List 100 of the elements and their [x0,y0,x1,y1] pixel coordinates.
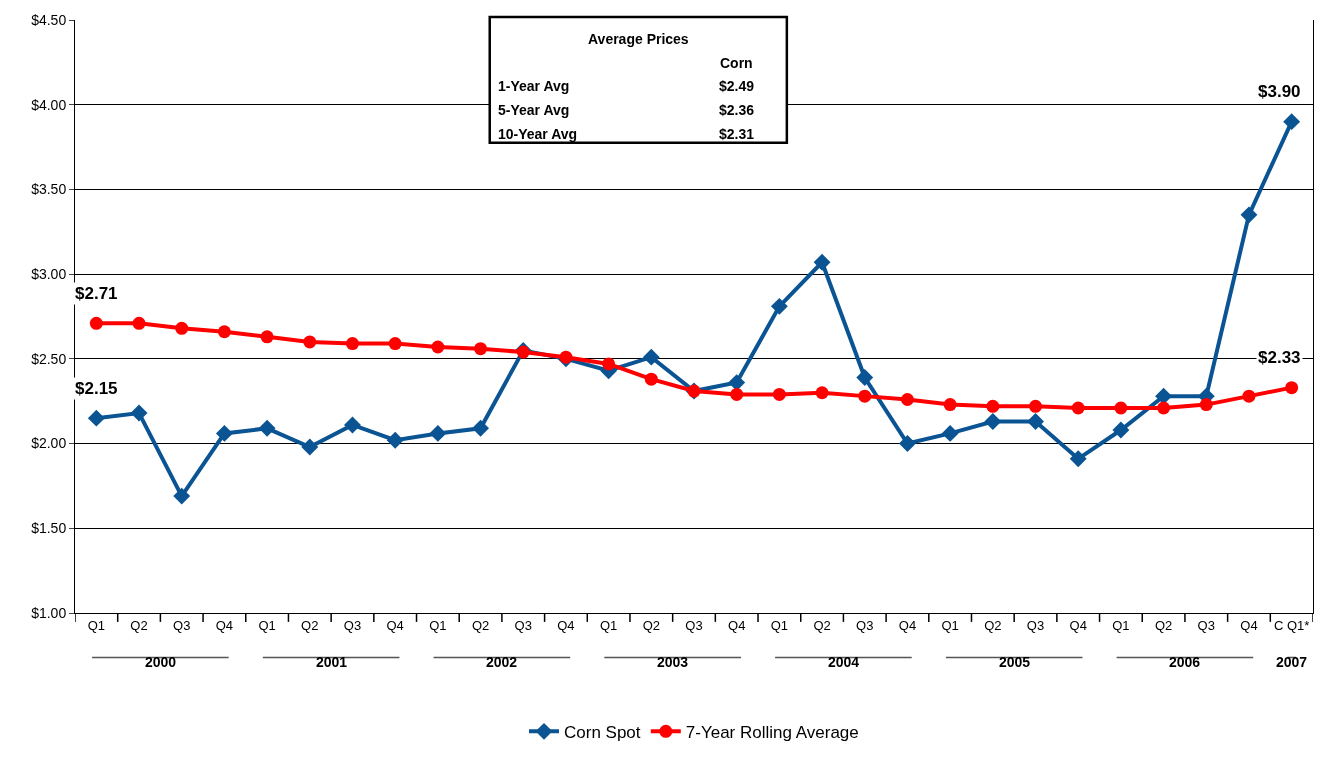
x-tick-label: Q3 [1026,617,1045,633]
point [1240,206,1258,224]
point [344,416,361,434]
point [132,316,146,330]
point [173,487,191,505]
point [899,435,916,453]
point [215,424,233,442]
x-tick-label: Q2 [813,617,831,633]
point [943,398,957,412]
point [217,325,231,339]
annotation: 10-Year Avg [498,126,578,142]
point [386,431,404,449]
x-tick-label: Q3 [685,617,703,633]
x-tick-label: Q3 [514,617,532,633]
x-tick-label: Q1 [87,617,106,633]
point [730,387,744,401]
point [1199,398,1213,412]
text: 2006 [1169,654,1201,670]
point [89,316,103,330]
point [644,372,658,386]
point [900,393,914,407]
legend-label: Corn Spot [564,722,641,742]
x-tick-label: Q4 [1069,617,1087,633]
annotation: Average Prices [588,31,689,47]
x-tick-label: Q2 [984,617,1002,633]
point [1285,381,1299,395]
x-tick-label: Q2 [642,617,660,633]
point [431,340,445,354]
x-tick-label: C Q1* [1273,617,1310,633]
y-tick-label: $1.00 [31,604,67,621]
x-tick-label: Q1 [770,617,789,633]
x-tick-label: Q4 [898,617,917,633]
annotation: $2.31 [719,126,755,142]
data-label: $3.90 [1258,82,1301,101]
point [770,297,788,315]
annotation: $2.49 [719,78,755,94]
point [941,424,959,442]
point [984,413,1002,430]
point [602,357,616,371]
y-tick-label: $1.50 [31,520,67,537]
point [813,253,831,271]
x-tick-label: Q1 [429,617,447,633]
point [301,438,319,456]
text: 2000 [145,654,177,670]
x-tick-label: Q3 [173,617,191,633]
x-tick-label: Q4 [386,617,404,633]
point [815,386,829,400]
point [429,424,447,442]
legend-label: 7-Year Rolling Average [685,722,859,742]
x-tick-label: Q4 [1240,617,1258,633]
point [260,330,274,344]
point [559,350,573,364]
point [986,399,1000,413]
point [1027,413,1044,430]
x-tick-label: Q1 [258,617,276,633]
x-tick-label: Q2 [1154,617,1173,633]
x-tick-label: Q1 [1112,617,1130,633]
y-tick-label: $2.50 [31,350,67,367]
text: 2001 [316,654,348,670]
point [1112,421,1130,439]
point [472,419,489,437]
x-tick-label: Q4 [557,617,575,633]
text: 2002 [486,654,518,670]
x-tick-label: Q2 [471,617,490,633]
point [516,345,530,359]
point [175,321,189,335]
x-tick-label: Q1 [941,617,959,633]
text: 2004 [828,654,860,670]
text: 2003 [657,654,689,670]
y-tick-label: $4.00 [31,96,67,113]
point [1157,401,1171,415]
point [474,342,488,356]
y-tick-label: $2.00 [31,435,67,452]
x-tick-label: Q1 [599,617,618,633]
data-label: $2.33 [1258,348,1301,367]
point [1029,399,1043,413]
y-tick-label: $3.00 [31,266,67,283]
x-tick-label: Q4 [728,617,746,633]
annotation: 1-Year Avg [498,78,570,94]
point [1069,450,1087,468]
point [388,337,402,351]
annotation: $2.36 [719,102,755,118]
annotation: Corn [720,55,753,71]
annotation: 5-Year Avg [498,102,570,118]
point [87,409,105,427]
data-label: $2.71 [75,284,118,303]
x-tick-label: Q2 [301,617,319,633]
y-tick-label: $3.50 [31,181,67,198]
point [1071,401,1085,415]
x-tick-label: Q3 [856,617,874,633]
point [258,419,276,437]
point [130,404,148,422]
x-tick-label: Q4 [215,617,234,633]
data-label: $2.15 [75,379,118,398]
text: 2005 [999,654,1031,670]
point [642,348,660,366]
point [1114,401,1128,415]
x-tick-label: Q3 [1197,617,1215,633]
x-tick-label: Q2 [130,617,148,633]
point [856,369,874,386]
